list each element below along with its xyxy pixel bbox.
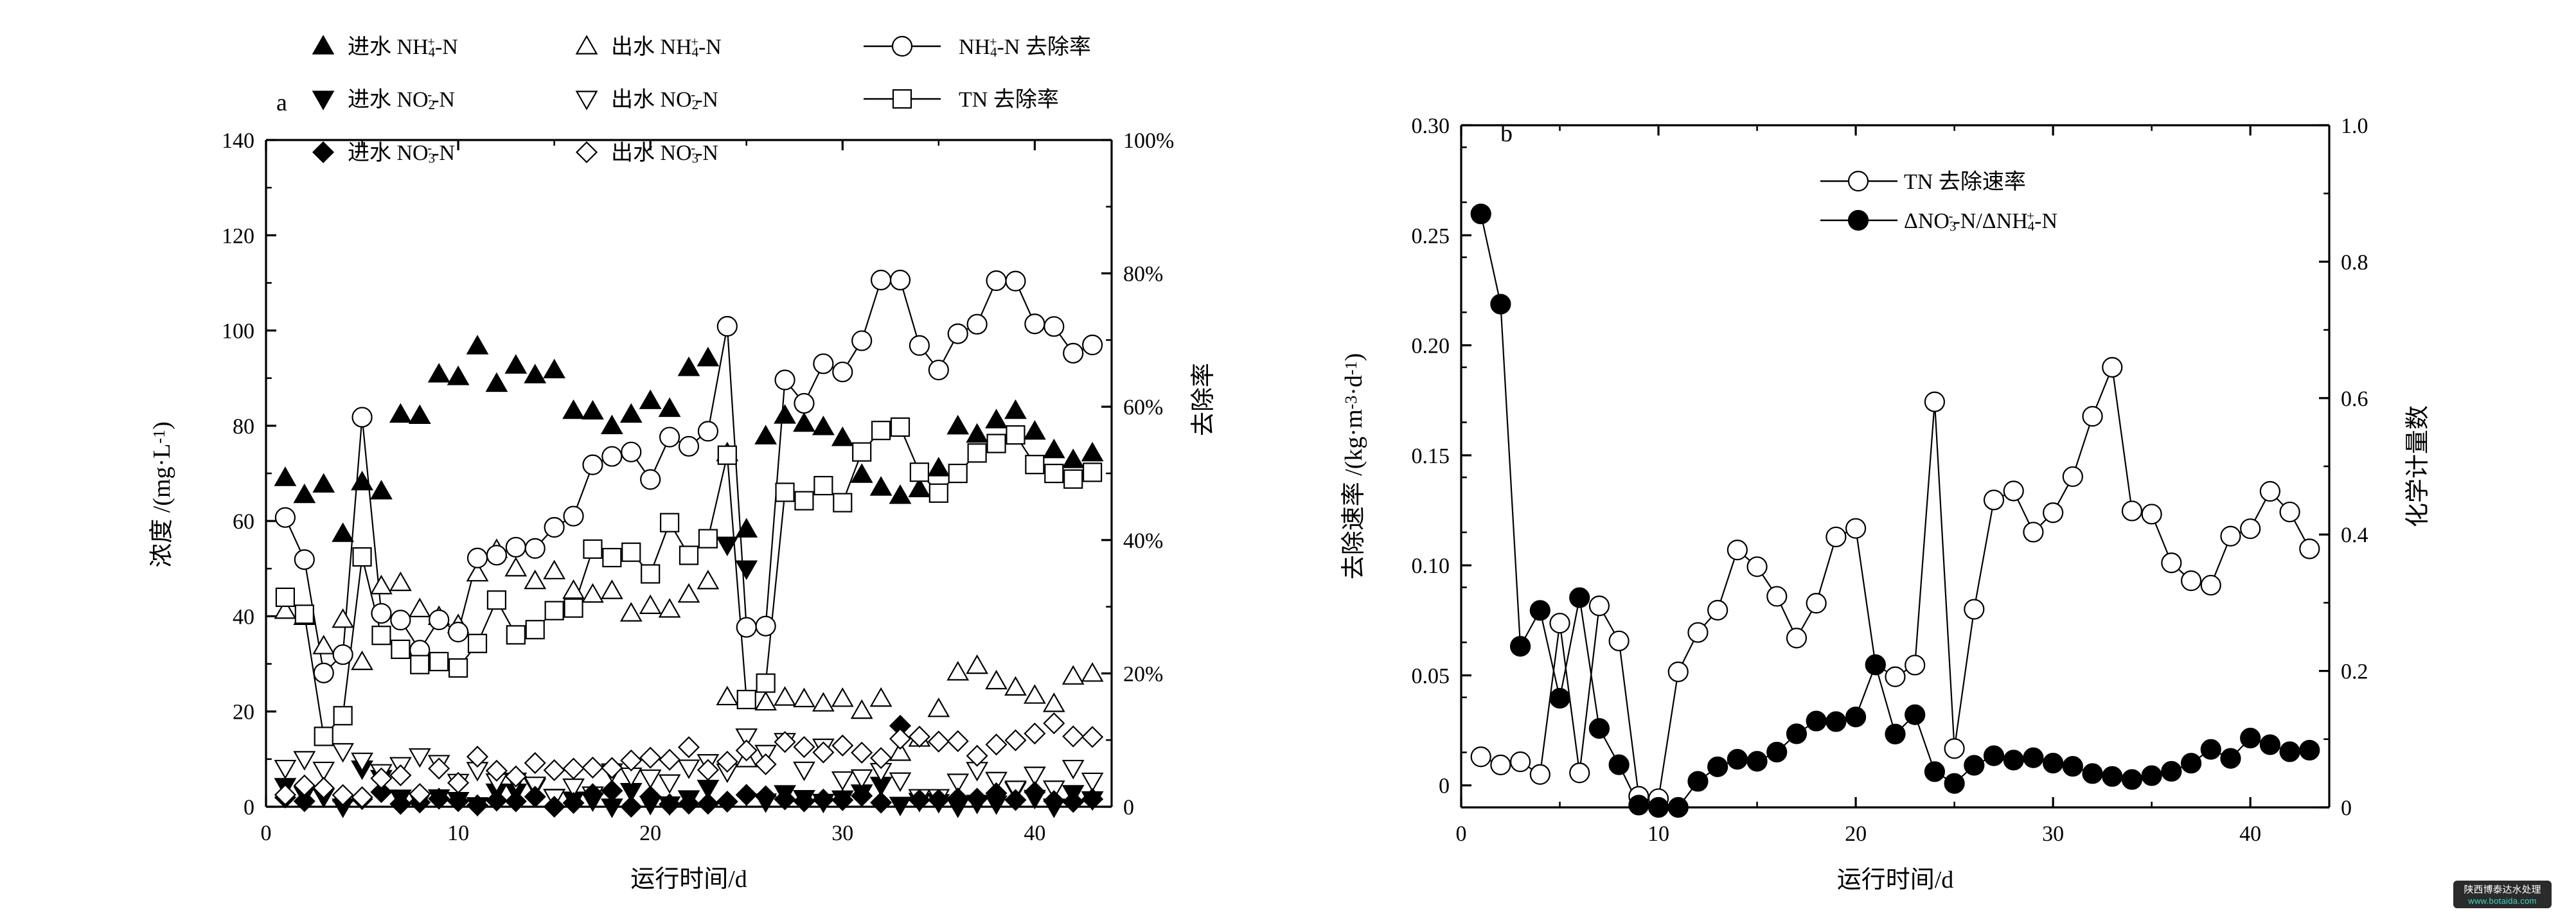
- svg-text:ΔNO3--N/ΔNH4+-N: ΔNO3--N/ΔNH4+-N: [1904, 208, 2057, 234]
- svg-text:化学计量数: 化学计量数: [2404, 405, 2431, 527]
- svg-text:NH4+-N 去除率: NH4+-N 去除率: [959, 34, 1091, 60]
- svg-text:30: 30: [831, 822, 853, 845]
- svg-text:1.0: 1.0: [2341, 114, 2368, 138]
- svg-text:a: a: [276, 89, 287, 116]
- svg-text:出水 NH4+-N: 出水 NH4+-N: [611, 34, 722, 60]
- svg-text:120: 120: [222, 224, 254, 248]
- svg-text:0.05: 0.05: [1412, 664, 1450, 688]
- svg-text:0: 0: [2341, 796, 2352, 820]
- svg-text:20: 20: [1845, 822, 1867, 846]
- svg-text:0: 0: [244, 796, 254, 820]
- svg-text:100%: 100%: [1123, 129, 1174, 153]
- svg-text:40%: 40%: [1123, 529, 1163, 553]
- svg-text:60: 60: [233, 510, 254, 534]
- svg-text:0.6: 0.6: [2341, 387, 2368, 411]
- svg-text:进水 NO2--N: 进水 NO2--N: [348, 87, 455, 112]
- svg-text:出水 NO2--N: 出水 NO2--N: [611, 87, 718, 112]
- svg-text:0.4: 0.4: [2341, 523, 2368, 547]
- svg-text:出水 NO3--N: 出水 NO3--N: [611, 140, 718, 166]
- svg-text:0.25: 0.25: [1412, 224, 1450, 248]
- svg-text:b: b: [1500, 120, 1513, 147]
- svg-text:0: 0: [1456, 822, 1467, 846]
- svg-text:去除率: 去除率: [1190, 363, 1217, 436]
- svg-text:0.10: 0.10: [1412, 554, 1450, 578]
- svg-text:0.2: 0.2: [2341, 660, 2368, 684]
- svg-text:0: 0: [261, 822, 272, 845]
- svg-text:40: 40: [1024, 822, 1045, 845]
- svg-text:20%: 20%: [1123, 662, 1163, 686]
- svg-text:100: 100: [222, 320, 254, 344]
- svg-text:10: 10: [1648, 822, 1669, 846]
- svg-text:30: 30: [2042, 822, 2064, 846]
- svg-text:0.20: 0.20: [1412, 335, 1450, 358]
- svg-text:0: 0: [1123, 796, 1134, 820]
- svg-text:运行时间/d: 运行时间/d: [630, 866, 747, 893]
- svg-text:www.botaida.com: www.botaida.com: [2467, 896, 2536, 906]
- svg-text:40: 40: [233, 605, 254, 629]
- svg-text:60%: 60%: [1123, 396, 1163, 419]
- svg-text:进水 NO3--N: 进水 NO3--N: [348, 140, 455, 166]
- svg-text:20: 20: [639, 822, 661, 845]
- svg-text:去除速率 /(kg·m-3·d-1): 去除速率 /(kg·m-3·d-1): [1340, 353, 1367, 580]
- svg-text:0.30: 0.30: [1412, 114, 1450, 138]
- svg-text:10: 10: [447, 822, 469, 845]
- svg-text:0.8: 0.8: [2341, 251, 2368, 274]
- svg-text:TN 去除速率: TN 去除速率: [1904, 170, 2026, 194]
- svg-text:140: 140: [222, 129, 254, 153]
- svg-text:40: 40: [2239, 822, 2261, 846]
- svg-text:运行时间/d: 运行时间/d: [1837, 866, 1954, 893]
- svg-text:TN 去除率: TN 去除率: [959, 88, 1059, 112]
- svg-text:进水 NH4+-N: 进水 NH4+-N: [348, 34, 458, 60]
- svg-text:80: 80: [233, 415, 254, 439]
- svg-text:陕西博泰达水处理: 陕西博泰达水处理: [2464, 884, 2541, 895]
- svg-text:0.15: 0.15: [1412, 444, 1450, 468]
- svg-text:20: 20: [233, 701, 254, 725]
- svg-text:0: 0: [1439, 775, 1450, 798]
- svg-text:80%: 80%: [1123, 263, 1163, 286]
